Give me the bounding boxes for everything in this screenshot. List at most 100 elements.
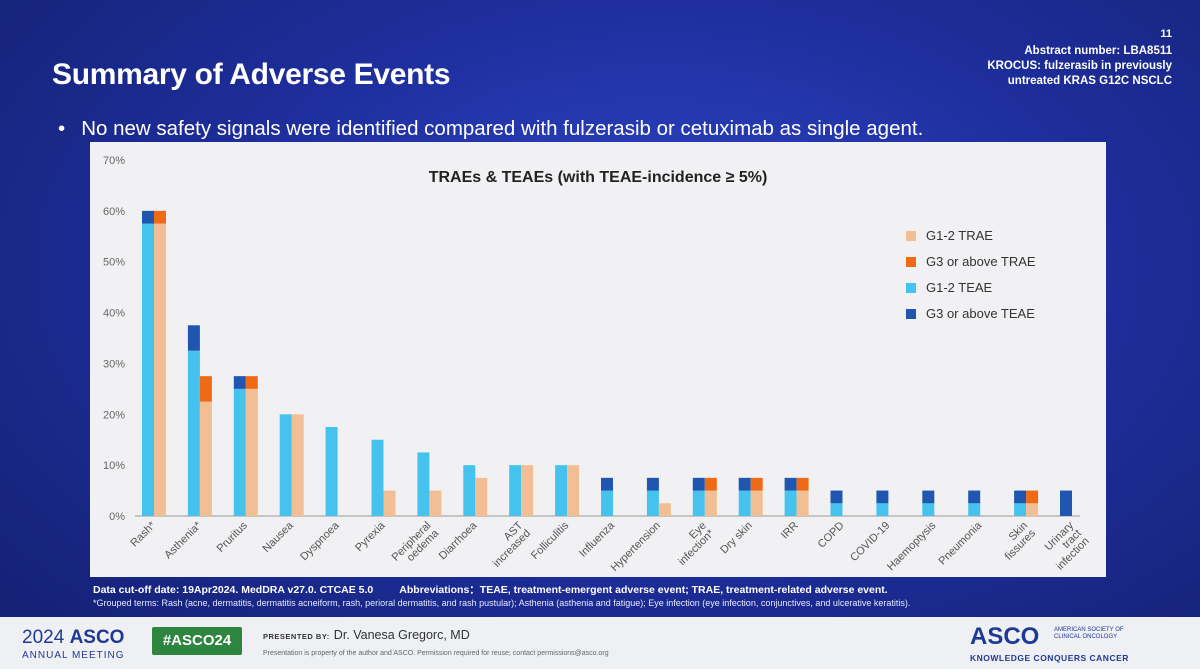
category-label: Rash* (128, 519, 158, 549)
bar-g1-2-teae (555, 465, 568, 516)
y-tick-label: 20% (103, 409, 125, 421)
legend-label: G3 or above TEAE (926, 306, 1035, 321)
bar-g3-or-above-teae (601, 477, 613, 491)
bar-g3-or-above-trae (796, 477, 809, 491)
bar-g1-2-teae (417, 452, 430, 516)
category-label: IRR (779, 520, 801, 542)
bar-g3-or-above-trae (750, 477, 763, 491)
bar-g3-or-above-teae (646, 477, 659, 491)
chart-title: TRAEs & TEAEs (with TEAE-incidence ≥ 5%) (428, 169, 768, 186)
category-label: Haemoptysis (885, 519, 939, 573)
bullet-dot: • (58, 117, 66, 140)
y-tick-label: 60% (103, 206, 125, 218)
category-label: Dry skin (718, 520, 755, 557)
slide-number: 11 (1160, 28, 1172, 40)
category-label: Skinfissures (995, 519, 1038, 562)
presented-by-label: PRESENTED BY: (263, 632, 330, 641)
ae-bar-chart: 0% 10% 20% 30% 40% 50% 60% 70% Rash* Asthenia* Pru… (103, 155, 1092, 574)
y-tick-label: 50% (103, 257, 125, 269)
bar-g1-2-trae (245, 388, 258, 516)
study-line-2: untreated KRAS G12C NSCLC (1007, 75, 1172, 87)
bar-g1-2-trae (383, 490, 396, 516)
bar-g1-2-trae (1026, 503, 1039, 516)
category-label: Pyrexia (353, 519, 388, 554)
category-label: Urinarytractinfection (1039, 519, 1092, 572)
grouped-terms-note: *Grouped terms: Rash (acne, dermatitis, … (93, 598, 911, 608)
bar-g1-2-trae (291, 414, 304, 516)
bar-g3-or-above-teae (692, 477, 705, 491)
bar-g3-or-above-teae (784, 477, 797, 491)
category-label: ASTincreased (483, 519, 533, 569)
society-name: AMERICAN SOCIETY OF CLINICAL ONCOLOGY (1054, 627, 1124, 640)
bar-g1-2-teae (646, 490, 659, 516)
bar-g1-2-trae (567, 465, 580, 516)
category-label: Asthenia* (162, 519, 204, 561)
meeting-asco: ASCO (69, 627, 125, 648)
category-label: Eyeinfection* (668, 519, 717, 568)
category-label: Influenza (577, 519, 618, 560)
legend-label: G3 or above TRAE (926, 254, 1036, 269)
bar-g1-2-teae (692, 490, 705, 516)
legend-swatch (906, 257, 916, 267)
bar-g3-or-above-trae (245, 376, 258, 389)
footnote-line-1: Data cut-off date: 19Apr2024. MedDRA v27… (93, 582, 888, 597)
bar-g1-2-teae (142, 223, 154, 517)
asco-meeting-logo: 2024 ASCO (22, 627, 124, 649)
y-tick-label: 30% (103, 358, 125, 370)
bar-g1-2-teae (187, 350, 200, 516)
bar-g1-2-trae (199, 401, 212, 516)
y-tick-label: 40% (103, 308, 125, 320)
bar-g1-2-teae (968, 503, 981, 516)
legend-swatch (906, 309, 916, 319)
category-label: Hypertension (609, 520, 663, 574)
bar-g1-2-teae (509, 465, 522, 516)
bar-g1-2-teae (830, 503, 843, 516)
legend-label: G1-2 TRAE (926, 228, 993, 243)
asco-logo: ASCO AMERICAN SOCIETY OF CLINICAL ONCOLO… (970, 623, 1170, 668)
legend-swatch (906, 231, 916, 241)
bar-g1-2-teae (601, 490, 613, 516)
bar-g1-2-trae (704, 490, 717, 516)
category-label: Nausea (261, 519, 297, 555)
bar-g3-or-above-teae (922, 490, 935, 504)
bar-g1-2-teae (738, 490, 751, 516)
bar-g3-or-above-trae (154, 210, 166, 224)
bullet-point: • No new safety signals were identified c… (58, 117, 923, 141)
bar-g3-or-above-teae (876, 490, 889, 504)
category-label: Pruritus (215, 519, 251, 555)
category-label: Diarrhoea (437, 519, 480, 562)
bar-g1-2-trae (429, 490, 442, 516)
y-tick-label: 10% (103, 460, 125, 472)
bar-g3-or-above-trae (199, 376, 212, 402)
bar-g1-2-teae (371, 439, 384, 516)
bar-g3-or-above-teae (1060, 490, 1072, 516)
presenter-name: Dr. Vanesa Gregorc, MD (333, 628, 470, 642)
bar-g1-2-teae (784, 490, 797, 516)
bar-g3-or-above-teae (233, 376, 246, 389)
annual-meeting-label: ANNUAL MEETING (22, 650, 125, 661)
bar-g3-or-above-teae (830, 490, 843, 504)
presenter-line: PRESENTED BY: Dr. Vanesa Gregorc, MD (263, 628, 470, 642)
cutoff-note: Data cut-off date: 19Apr2024. MedDRA v27… (93, 584, 374, 596)
abbreviations-note: Abbreviations：TEAE, treatment-emergent a… (399, 584, 888, 596)
bullet-text: No new safety signals were identified co… (81, 117, 924, 140)
study-line-1: KROCUS: fulzerasib in previously (987, 60, 1172, 72)
bar-g1-2-teae (463, 465, 476, 516)
legend-label: G1-2 TEAE (926, 280, 993, 295)
meeting-year: 2024 (22, 627, 65, 648)
disclaimer-text: Presentation is property of the author a… (263, 650, 609, 657)
bar-g3-or-above-teae (738, 477, 751, 491)
legend-swatch (906, 283, 916, 293)
y-tick-label: 0% (109, 511, 125, 523)
bar-g1-2-trae (658, 503, 671, 516)
category-label: Dyspnoea (298, 519, 342, 563)
bar-g1-2-trae (475, 477, 488, 516)
hashtag-badge: #ASCO24 (152, 627, 242, 655)
asco-tagline: KNOWLEDGE CONQUERS CANCER (970, 653, 1129, 663)
category-label: COVID-19 (848, 520, 892, 564)
bar-g3-or-above-trae (1026, 490, 1039, 504)
bar-g1-2-trae (750, 490, 763, 516)
bar-g1-2-trae (154, 223, 166, 517)
category-label: Folliculitis (529, 519, 572, 562)
bar-g1-2-trae (796, 490, 809, 516)
